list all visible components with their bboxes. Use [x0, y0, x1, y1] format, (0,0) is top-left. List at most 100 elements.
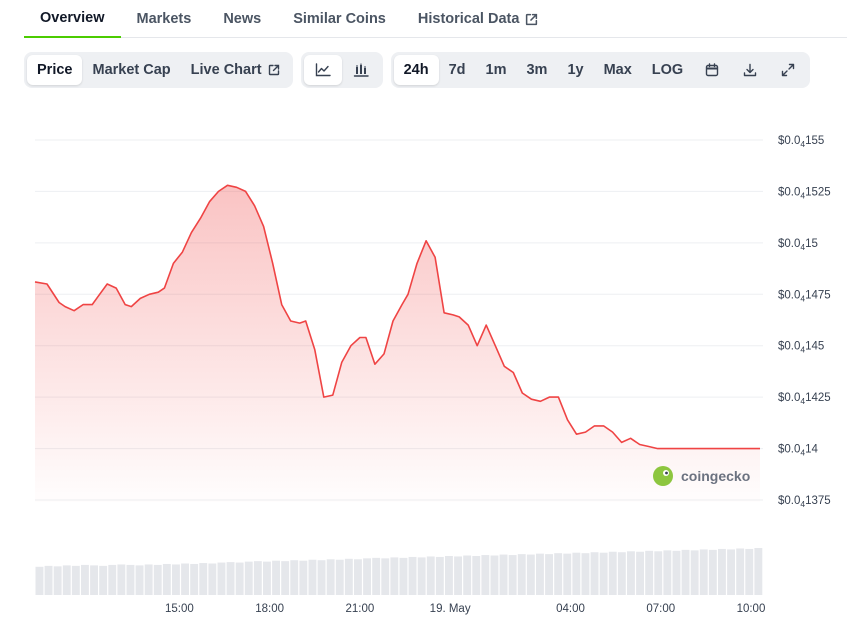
- volume-bar: [208, 563, 217, 595]
- volume-bar: [435, 556, 444, 595]
- volume-bar: [117, 564, 126, 595]
- volume-bar: [490, 555, 499, 595]
- chart-toolbar: Price Market Cap Live Chart 24h 7d 1m 3m…: [24, 52, 818, 88]
- tab-historical-data[interactable]: Historical Data: [402, 0, 555, 38]
- volume-bar: [153, 564, 162, 595]
- volume-bar: [417, 557, 426, 595]
- y-tick-label: $0.041425: [778, 392, 831, 406]
- tab-markets[interactable]: Markets: [121, 0, 208, 38]
- range-7d-button[interactable]: 7d: [448, 62, 466, 78]
- volume-bar: [708, 549, 717, 595]
- volume-bar: [454, 556, 462, 595]
- y-tick-label: $0.04145: [778, 341, 824, 355]
- live-chart-label: Live Chart: [190, 62, 262, 78]
- range-group: 24h 7d 1m 3m 1y Max LOG: [390, 52, 811, 88]
- metric-group: Price Market Cap Live Chart: [24, 52, 293, 88]
- volume-bar: [335, 559, 344, 595]
- volume-bars: [35, 548, 763, 595]
- volume-bar: [681, 549, 690, 595]
- volume-bar: [90, 565, 98, 595]
- volume-bar: [690, 550, 699, 595]
- volume-bar: [126, 564, 135, 595]
- external-link-icon: [525, 13, 538, 26]
- volume-bar: [627, 551, 635, 595]
- x-tick-label: 19. May: [430, 603, 471, 615]
- tab-label: Similar Coins: [293, 11, 386, 27]
- volume-bar: [290, 560, 299, 595]
- volume-bar: [354, 559, 362, 595]
- x-axis-labels: 15:00 18:00 21:00 19. May 04:00 07:00 10:00: [165, 603, 765, 615]
- volume-bar: [317, 560, 326, 595]
- tab-similar-coins[interactable]: Similar Coins: [277, 0, 402, 38]
- price-chart[interactable]: $0.041375 $0.0414 $0.041425 $0.04145 $0.0414…: [0, 100, 847, 632]
- volume-bar: [472, 555, 481, 595]
- y-tick-label: $0.041525: [778, 186, 831, 200]
- volume-bar: [281, 561, 290, 595]
- volume-bar: [272, 560, 280, 595]
- tab-label: Overview: [40, 10, 105, 26]
- range-24h-button[interactable]: 24h: [393, 55, 439, 85]
- volume-bar: [81, 564, 89, 595]
- y-tick-label: $0.0414: [778, 444, 819, 458]
- y-tick-label: $0.04155: [778, 135, 824, 149]
- volume-bar: [654, 551, 663, 595]
- candlestick-icon[interactable]: [342, 55, 380, 85]
- x-tick-label: 04:00: [556, 603, 585, 615]
- volume-bar: [172, 564, 180, 595]
- volume-bar: [235, 562, 244, 595]
- volume-bar: [308, 559, 317, 595]
- volume-bar: [35, 566, 44, 595]
- volume-bar: [381, 558, 390, 595]
- volume-bar: [617, 552, 626, 595]
- volume-bar: [736, 548, 745, 595]
- tab-overview[interactable]: Overview: [24, 0, 121, 38]
- y-axis-labels: $0.041375 $0.0414 $0.041425 $0.04145 $0.0414…: [778, 135, 831, 509]
- x-tick-label: 21:00: [346, 603, 375, 615]
- volume-bar: [372, 557, 381, 595]
- volume-bar: [408, 556, 417, 595]
- y-tick-label: $0.0415: [778, 238, 818, 252]
- watermark-text: coingecko: [681, 468, 750, 484]
- volume-bar: [399, 557, 408, 595]
- volume-bar: [517, 554, 526, 595]
- volume-bar: [253, 561, 262, 595]
- price-button[interactable]: Price: [27, 55, 83, 85]
- volume-bar: [599, 552, 608, 595]
- volume-bar: [554, 553, 563, 595]
- market-cap-button[interactable]: Market Cap: [92, 62, 171, 78]
- volume-bar: [536, 553, 544, 595]
- x-tick-label: 07:00: [646, 603, 675, 615]
- line-chart-icon[interactable]: [303, 55, 342, 85]
- gecko-pupil-icon: [665, 471, 668, 475]
- volume-bar: [481, 555, 490, 595]
- volume-bar: [44, 565, 53, 595]
- volume-bar: [745, 548, 754, 595]
- volume-bar: [499, 554, 508, 595]
- volume-bar: [699, 549, 708, 595]
- x-tick-label: 15:00: [165, 603, 194, 615]
- volume-bar: [62, 565, 71, 595]
- range-1m-button[interactable]: 1m: [485, 62, 507, 78]
- range-1y-button[interactable]: 1y: [567, 62, 584, 78]
- volume-bar: [217, 562, 226, 595]
- live-chart-button[interactable]: Live Chart: [181, 55, 290, 85]
- tab-news[interactable]: News: [207, 0, 277, 38]
- volume-bar: [426, 556, 435, 595]
- volume-bar: [344, 558, 353, 595]
- range-3m-button[interactable]: 3m: [526, 62, 548, 78]
- log-scale-button[interactable]: LOG: [651, 62, 684, 78]
- volume-bar: [363, 558, 371, 595]
- fullscreen-icon[interactable]: [769, 55, 807, 85]
- tab-label: News: [223, 11, 262, 27]
- volume-bar: [181, 563, 189, 595]
- calendar-icon[interactable]: [693, 55, 731, 85]
- volume-bar: [608, 551, 617, 595]
- volume-bar: [645, 550, 654, 595]
- volume-bar: [545, 554, 553, 595]
- volume-bar: [718, 548, 726, 595]
- volume-bar: [99, 565, 108, 595]
- volume-bar: [590, 552, 599, 595]
- download-icon[interactable]: [731, 55, 769, 85]
- coingecko-watermark: coingecko: [653, 466, 750, 486]
- range-max-button[interactable]: Max: [603, 62, 632, 78]
